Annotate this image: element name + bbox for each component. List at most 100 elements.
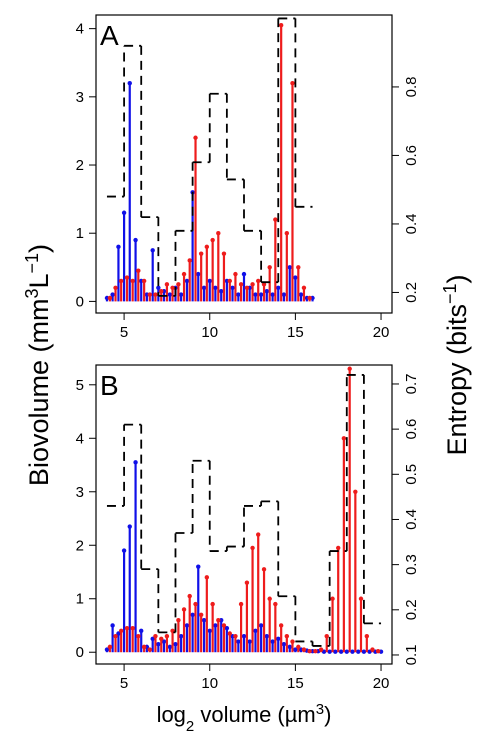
- lollipop-head: [150, 248, 155, 253]
- lollipop-head: [333, 649, 338, 654]
- lollipop-head: [178, 292, 184, 297]
- lollipop-head: [253, 628, 258, 634]
- lollipop-head: [238, 601, 244, 607]
- panel-label: B: [100, 370, 119, 401]
- lollipop-head: [107, 295, 113, 301]
- y2-tick-label: 0.2: [403, 282, 420, 303]
- lollipop-head: [273, 601, 278, 607]
- lollipop-head: [147, 292, 152, 297]
- lollipop-head: [324, 633, 329, 639]
- lollipop-head: [221, 251, 227, 256]
- lollipop-head: [201, 617, 207, 623]
- lollipop-head: [318, 647, 324, 652]
- y2-tick-label: 0.7: [403, 374, 420, 395]
- label-part: volume (µm: [194, 702, 315, 727]
- lollipop-head: [267, 265, 272, 270]
- y2-tick-label: 0.2: [403, 599, 420, 620]
- lollipop-head: [113, 633, 118, 639]
- lollipop-head: [253, 292, 258, 297]
- label-part: L: [24, 273, 54, 288]
- lollipop-head: [375, 648, 381, 654]
- lollipop-head: [330, 596, 335, 601]
- lollipop-head: [187, 593, 192, 599]
- lollipop-head: [290, 80, 295, 86]
- lollipop-head: [198, 612, 204, 617]
- lollipop-head: [121, 210, 127, 215]
- y2-tick-label: 0.3: [403, 554, 420, 575]
- lollipop-head: [150, 636, 155, 642]
- lollipop-head: [270, 639, 275, 644]
- lollipop-head: [110, 292, 115, 297]
- lollipop-head: [227, 278, 232, 284]
- lollipop-head: [301, 647, 307, 652]
- lollipop-head: [170, 285, 175, 290]
- lollipop-head: [156, 642, 161, 647]
- x-tick-label: 15: [287, 324, 304, 341]
- lollipop-head: [153, 633, 158, 639]
- plot-frame: [95, 14, 393, 314]
- lollipop-head: [293, 647, 298, 652]
- label-part: log: [157, 702, 186, 727]
- lollipop-head: [159, 636, 164, 642]
- label-part: Entropy (bits: [442, 304, 472, 456]
- y2-tick-label: 0.4: [403, 214, 420, 235]
- lollipop-head: [184, 623, 190, 628]
- lollipop-head: [193, 601, 198, 607]
- lollipop-head: [296, 265, 301, 270]
- y-tick-label: 3: [76, 89, 84, 106]
- y-tick-label: 2: [76, 157, 84, 174]
- lollipop-head: [121, 548, 127, 553]
- lollipop-head: [238, 282, 244, 287]
- label-part: ): [24, 244, 54, 253]
- lollipop-head: [167, 644, 173, 650]
- lollipop-head: [370, 647, 375, 652]
- label-part: ): [324, 702, 331, 727]
- lollipop-head: [298, 292, 304, 297]
- label-part: Biovolume (mm: [24, 299, 54, 487]
- lollipop-head: [113, 285, 118, 290]
- y2-tick-label: 0.6: [403, 145, 420, 166]
- y-tick-label: 5: [76, 377, 84, 394]
- lollipop-head: [301, 285, 307, 290]
- lollipop-head: [233, 271, 238, 277]
- lollipop-head: [264, 288, 269, 294]
- lollipop-head: [236, 292, 241, 297]
- lollipop-head: [136, 268, 141, 273]
- lollipop-head: [250, 545, 255, 551]
- lollipop-head: [181, 271, 187, 277]
- lollipop-head: [327, 649, 332, 654]
- label-part: ): [442, 274, 472, 283]
- lollipop-head: [213, 623, 218, 628]
- lollipop-head: [176, 282, 181, 287]
- label-sup: −1: [440, 283, 460, 304]
- lollipop-head: [293, 275, 298, 280]
- y2-tick-label: 0.6: [403, 419, 420, 440]
- lollipop-head: [136, 633, 141, 639]
- lollipop-head: [193, 135, 198, 140]
- lollipop-head: [133, 237, 138, 243]
- lollipop-head: [276, 285, 281, 290]
- lollipop-head: [338, 649, 344, 654]
- lollipop-head: [147, 647, 152, 652]
- lollipop-head: [173, 642, 178, 647]
- x-tick-label: 10: [201, 675, 218, 692]
- x-tick-label: 10: [201, 324, 218, 341]
- lollipop-head: [347, 366, 352, 371]
- lollipop-head: [281, 292, 287, 297]
- y-tick-label: 1: [76, 591, 84, 608]
- lollipop-head: [116, 244, 121, 250]
- y2-tick-label: 0.5: [403, 464, 420, 485]
- lollipop-head: [261, 567, 267, 572]
- lollipop-head: [219, 288, 224, 294]
- lollipop-head: [278, 623, 284, 628]
- lollipop-head: [153, 292, 158, 297]
- lollipop-head: [307, 295, 312, 301]
- lollipop-head: [139, 628, 144, 634]
- lollipop-head: [364, 633, 370, 639]
- lollipop-head: [204, 244, 210, 250]
- lollipop-head: [233, 633, 238, 639]
- plot-frame: [95, 364, 393, 665]
- lollipop-head: [210, 237, 215, 243]
- lollipop-head: [256, 532, 261, 537]
- y-tick-label: 4: [76, 430, 84, 447]
